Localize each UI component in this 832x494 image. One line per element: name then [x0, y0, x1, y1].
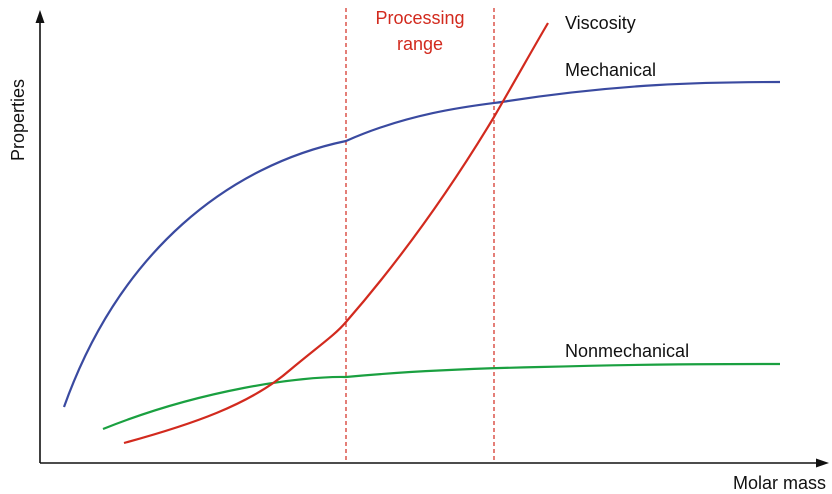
mechanical-label: Mechanical: [565, 60, 656, 80]
x-axis-label: Molar mass: [733, 473, 826, 493]
viscosity-curve: [123, 22, 549, 445]
processing-range-label-line1: Processing: [375, 8, 464, 28]
y-axis-label: Properties: [8, 79, 28, 161]
y-axis-arrowhead: [35, 10, 45, 23]
processing-range-label-line2: range: [397, 34, 443, 54]
nonmechanical-label: Nonmechanical: [565, 341, 689, 361]
nonmechanical-curve: [102, 362, 781, 431]
x-axis-arrowhead: [816, 458, 829, 468]
mechanical-curve: [62, 80, 781, 408]
viscosity-label: Viscosity: [565, 13, 636, 33]
